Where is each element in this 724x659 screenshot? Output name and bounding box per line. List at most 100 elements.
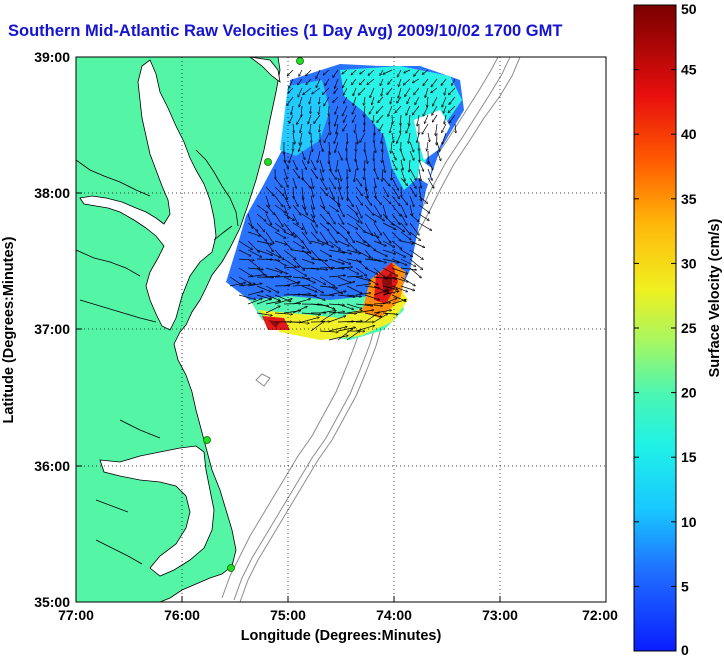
velocity-arrow [364, 267, 378, 274]
velocity-arrow [292, 322, 309, 323]
velocity-arrow [355, 213, 362, 224]
velocity-arrow [283, 186, 287, 200]
velocity-arrow [310, 240, 324, 245]
velocity-arrow [382, 168, 383, 181]
y-tick-labels: 39:00 38:00 37:00 36:00 35:00 [34, 49, 70, 610]
velocity-arrow [335, 78, 339, 88]
velocity-arrow [337, 204, 344, 217]
velocity-arrow [364, 312, 380, 323]
velocity-arrow [380, 78, 384, 86]
velocity-arrow [247, 291, 263, 296]
velocity-arrow [387, 87, 393, 95]
velocity-arrow [391, 258, 407, 265]
velocity-arrow [364, 96, 365, 105]
velocity-arrow [400, 195, 408, 205]
station-marker [227, 564, 235, 572]
velocity-arrow [328, 240, 340, 249]
velocity-arrow [355, 204, 362, 218]
velocity-arrow [306, 78, 312, 85]
velocity-arrow [364, 249, 373, 260]
velocity-arrow [364, 240, 376, 251]
velocity-arrow [328, 304, 344, 305]
velocity-arrow [373, 204, 381, 217]
velocity-arrow [392, 114, 393, 124]
velocity-arrow [292, 132, 295, 144]
velocity-arrow [382, 298, 397, 305]
velocity-arrow [265, 249, 281, 258]
velocity-arrow [415, 96, 420, 105]
velocity-arrow [368, 69, 375, 75]
velocity-arrow [274, 312, 292, 314]
velocity-arrow [317, 150, 321, 163]
velocity-arrow [265, 204, 275, 215]
colorbar-tick-label: 20 [681, 385, 697, 401]
bathymetry-contours [221, 57, 521, 602]
velocity-arrow [409, 114, 410, 126]
velocity-arrow [328, 258, 344, 264]
velocity-arrow [274, 177, 282, 187]
velocity-arrow [328, 231, 337, 243]
velocity-arrow [256, 240, 272, 245]
velocity-arrow [256, 312, 272, 316]
velocity-arrow [328, 275, 345, 278]
velocity-arrow [388, 105, 393, 116]
velocity-arrow [373, 195, 381, 205]
velocity-arrow [373, 186, 376, 198]
velocity-arrow [364, 105, 365, 117]
velocity-arrow [364, 114, 365, 125]
velocity-arrow [369, 105, 375, 114]
velocity-arrow [382, 177, 390, 186]
velocity-arrow [355, 132, 358, 144]
velocity-arrow [364, 159, 365, 170]
velocity-arrow [355, 150, 356, 161]
velocity-arrow [337, 294, 355, 297]
velocity-arrow [298, 87, 303, 97]
velocity-arrow [364, 150, 368, 164]
velocity-arrow [310, 195, 314, 209]
velocity-arrow [328, 177, 336, 189]
velocity-arrow [328, 186, 334, 199]
velocity-arrow [247, 249, 262, 257]
albemarle-sound [99, 445, 215, 577]
velocity-arrow [310, 168, 318, 179]
velocity-arrow [292, 240, 304, 248]
velocity-arrow [346, 276, 363, 277]
velocity-arrow [353, 96, 357, 105]
velocity-arrow [292, 159, 297, 170]
velocity-arrow [238, 284, 255, 287]
velocity-arrow [324, 132, 330, 143]
velocity-arrow [283, 168, 287, 179]
velocity-arrow [377, 114, 384, 123]
velocity-arrow [427, 159, 433, 170]
velocity-arrow [301, 317, 319, 323]
x-tick-label: 75:00 [270, 607, 306, 623]
velocity-arrow [229, 276, 243, 286]
velocity-arrow [442, 132, 447, 144]
velocity-arrow [333, 69, 339, 78]
velocity-arrow [265, 276, 280, 277]
velocity-arrow [328, 195, 340, 205]
velocity-arrow [293, 123, 294, 133]
velocity-arrow [283, 213, 294, 220]
velocity-arrow [283, 195, 290, 208]
velocity-arrow [336, 123, 339, 134]
velocity-arrow [449, 114, 456, 123]
velocity-arrow [329, 123, 330, 135]
velocity-arrow [418, 186, 421, 201]
velocity-arrow [391, 222, 405, 232]
velocity-arrow [427, 168, 432, 180]
velocity-arrow [274, 276, 292, 277]
velocity-arrow [374, 123, 375, 135]
velocity-arrow [409, 159, 410, 172]
velocity-arrow [391, 231, 401, 241]
velocity-arrow [373, 168, 378, 179]
velocity-arrow [274, 222, 285, 231]
velocity-arrow [303, 87, 312, 95]
y-tick-label: 35:00 [34, 594, 70, 610]
velocity-arrow [301, 268, 319, 269]
velocity-arrow [423, 78, 429, 86]
x-tick-label: 73:00 [482, 607, 518, 623]
velocity-arrow [328, 312, 345, 314]
velocity-arrow [373, 314, 388, 323]
velocity-arrow [373, 303, 391, 304]
